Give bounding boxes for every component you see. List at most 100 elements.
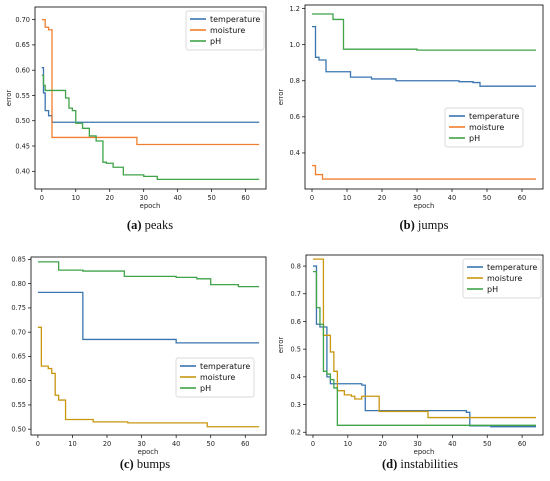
y-tick-label: 0.70	[11, 328, 26, 336]
y-tick-label: 0.4	[290, 149, 301, 157]
legend: temperature moisture pH	[444, 107, 524, 148]
y-tick-label: 0.50	[11, 425, 26, 433]
plot-frame	[304, 4, 544, 190]
caption-letter: (d)	[381, 457, 398, 471]
legend-label: pH	[200, 384, 211, 393]
plot-frame	[305, 254, 544, 436]
y-tick-label: 0.45	[15, 142, 30, 150]
x-axis-label: epoch	[140, 202, 161, 210]
caption-text: jumps	[417, 218, 449, 232]
y-tick-label: 1.2	[290, 5, 301, 13]
series-line-temperature	[37, 291, 260, 344]
legend-label: temperature	[469, 112, 519, 121]
x-tick-label: 60	[241, 440, 249, 448]
x-tick-label: 60	[241, 194, 249, 202]
x-tick-label: 50	[483, 194, 491, 202]
legend-label: pH	[210, 37, 221, 46]
legend-label: temperature	[487, 263, 537, 272]
legend-label: pH	[487, 285, 498, 294]
y-tick-label: 0.5	[291, 345, 302, 353]
series-line-temperature	[41, 67, 260, 123]
series-line-ph	[41, 74, 260, 181]
y-axis-label: error	[277, 89, 285, 106]
y-tick-label: 0.70	[15, 16, 30, 24]
y-tick-label: 0.8	[290, 77, 301, 85]
x-tick-label: 10	[68, 440, 76, 448]
series-line-ph	[312, 13, 536, 51]
legend-label: temperature	[210, 15, 260, 24]
legend: temperature moisture pH	[185, 10, 265, 51]
y-tick-label: 0.6	[290, 113, 301, 121]
plot-frame	[30, 256, 267, 436]
series-line-temperature	[312, 26, 536, 87]
x-tick-label: 50	[483, 440, 491, 448]
x-tick-label: 20	[378, 440, 386, 448]
legend-label: moisture	[487, 274, 522, 283]
x-tick-label: 0	[310, 194, 314, 202]
y-tick-label: 0.65	[11, 353, 26, 361]
x-tick-label: 50	[207, 194, 215, 202]
x-tick-label: 30	[413, 440, 421, 448]
y-tick-label: 0.2	[291, 429, 302, 437]
legend-label: moisture	[200, 373, 235, 382]
y-tick-label: 0.3	[291, 401, 302, 409]
x-axis-label: epoch	[414, 448, 435, 456]
y-tick-label: 0.65	[15, 41, 30, 49]
x-axis-label: epoch	[138, 448, 159, 456]
x-axis-label: epoch	[414, 202, 435, 210]
x-tick-label: 60	[518, 194, 526, 202]
caption-a: (a) peaks	[100, 218, 200, 233]
x-tick-label: 30	[413, 194, 421, 202]
y-tick-label: 0.4	[291, 373, 302, 381]
y-tick-label: 0.60	[11, 377, 26, 385]
y-tick-label: 0.50	[15, 117, 30, 125]
x-tick-label: 10	[72, 194, 80, 202]
chart-instabilities: 0 10 20 30 40 50 60 0.2 0.3 0.4 0.5 0.6 0.7 0.8 epoch…	[277, 254, 544, 456]
chart-jumps: 0 10 20 30 40 50 60 0.4 0.6 0.8 1.0 1.2 epoch error…	[277, 4, 544, 210]
series-line-moisture	[41, 18, 260, 146]
legend: temperature moisture pH	[462, 258, 542, 299]
x-tick-label: 40	[448, 194, 456, 202]
series-line-ph	[37, 261, 260, 288]
x-tick-label: 0	[311, 440, 315, 448]
x-tick-label: 20	[103, 440, 111, 448]
y-tick-label: 0.80	[11, 280, 26, 288]
x-tick-label: 40	[173, 194, 181, 202]
y-tick-label: 0.40	[15, 168, 30, 176]
y-axis-label: error	[277, 337, 285, 354]
plot-frame	[34, 6, 267, 190]
x-tick-label: 60	[518, 440, 526, 448]
x-tick-label: 10	[344, 440, 352, 448]
caption-letter: (b)	[399, 218, 415, 232]
legend-label: pH	[469, 134, 480, 143]
legend-label: moisture	[469, 123, 504, 132]
chart-bumps: 0 10 20 30 40 50 60 0.50 0.55 0.60 0.65 0.70 0.75 0.8…	[11, 256, 267, 456]
x-tick-label: 40	[172, 440, 180, 448]
y-tick-label: 0.55	[15, 92, 30, 100]
y-tick-label: 0.8	[291, 262, 302, 270]
x-tick-label: 30	[140, 194, 148, 202]
legend-label: moisture	[210, 26, 245, 35]
y-tick-label: 0.60	[15, 66, 30, 74]
caption-c: (c) bumps	[95, 457, 195, 472]
x-tick-label: 50	[207, 440, 215, 448]
x-tick-label: 0	[40, 194, 44, 202]
y-tick-label: 0.85	[11, 256, 26, 264]
series-line-moisture	[312, 258, 537, 419]
series-line-moisture	[37, 326, 260, 428]
caption-d: (d) instabilities	[360, 457, 480, 472]
x-tick-label: 20	[106, 194, 114, 202]
x-tick-label: 30	[137, 440, 145, 448]
x-tick-label: 0	[36, 440, 40, 448]
x-tick-label: 20	[378, 194, 386, 202]
series-line-temperature	[312, 265, 537, 428]
y-tick-label: 0.6	[291, 318, 302, 326]
caption-text: peaks	[144, 218, 174, 232]
x-tick-label: 40	[448, 440, 456, 448]
caption-b: (b) jumps	[374, 218, 474, 233]
legend: temperature moisture pH	[175, 357, 255, 398]
y-tick-label: 0.75	[11, 304, 26, 312]
chart-peaks: 0 10 20 30 40 50 60 0.40 0.45 0.50 0.55 0.60 0.65 0.7…	[5, 6, 267, 210]
series-line-ph	[312, 270, 537, 426]
y-tick-label: 1.0	[290, 41, 301, 49]
